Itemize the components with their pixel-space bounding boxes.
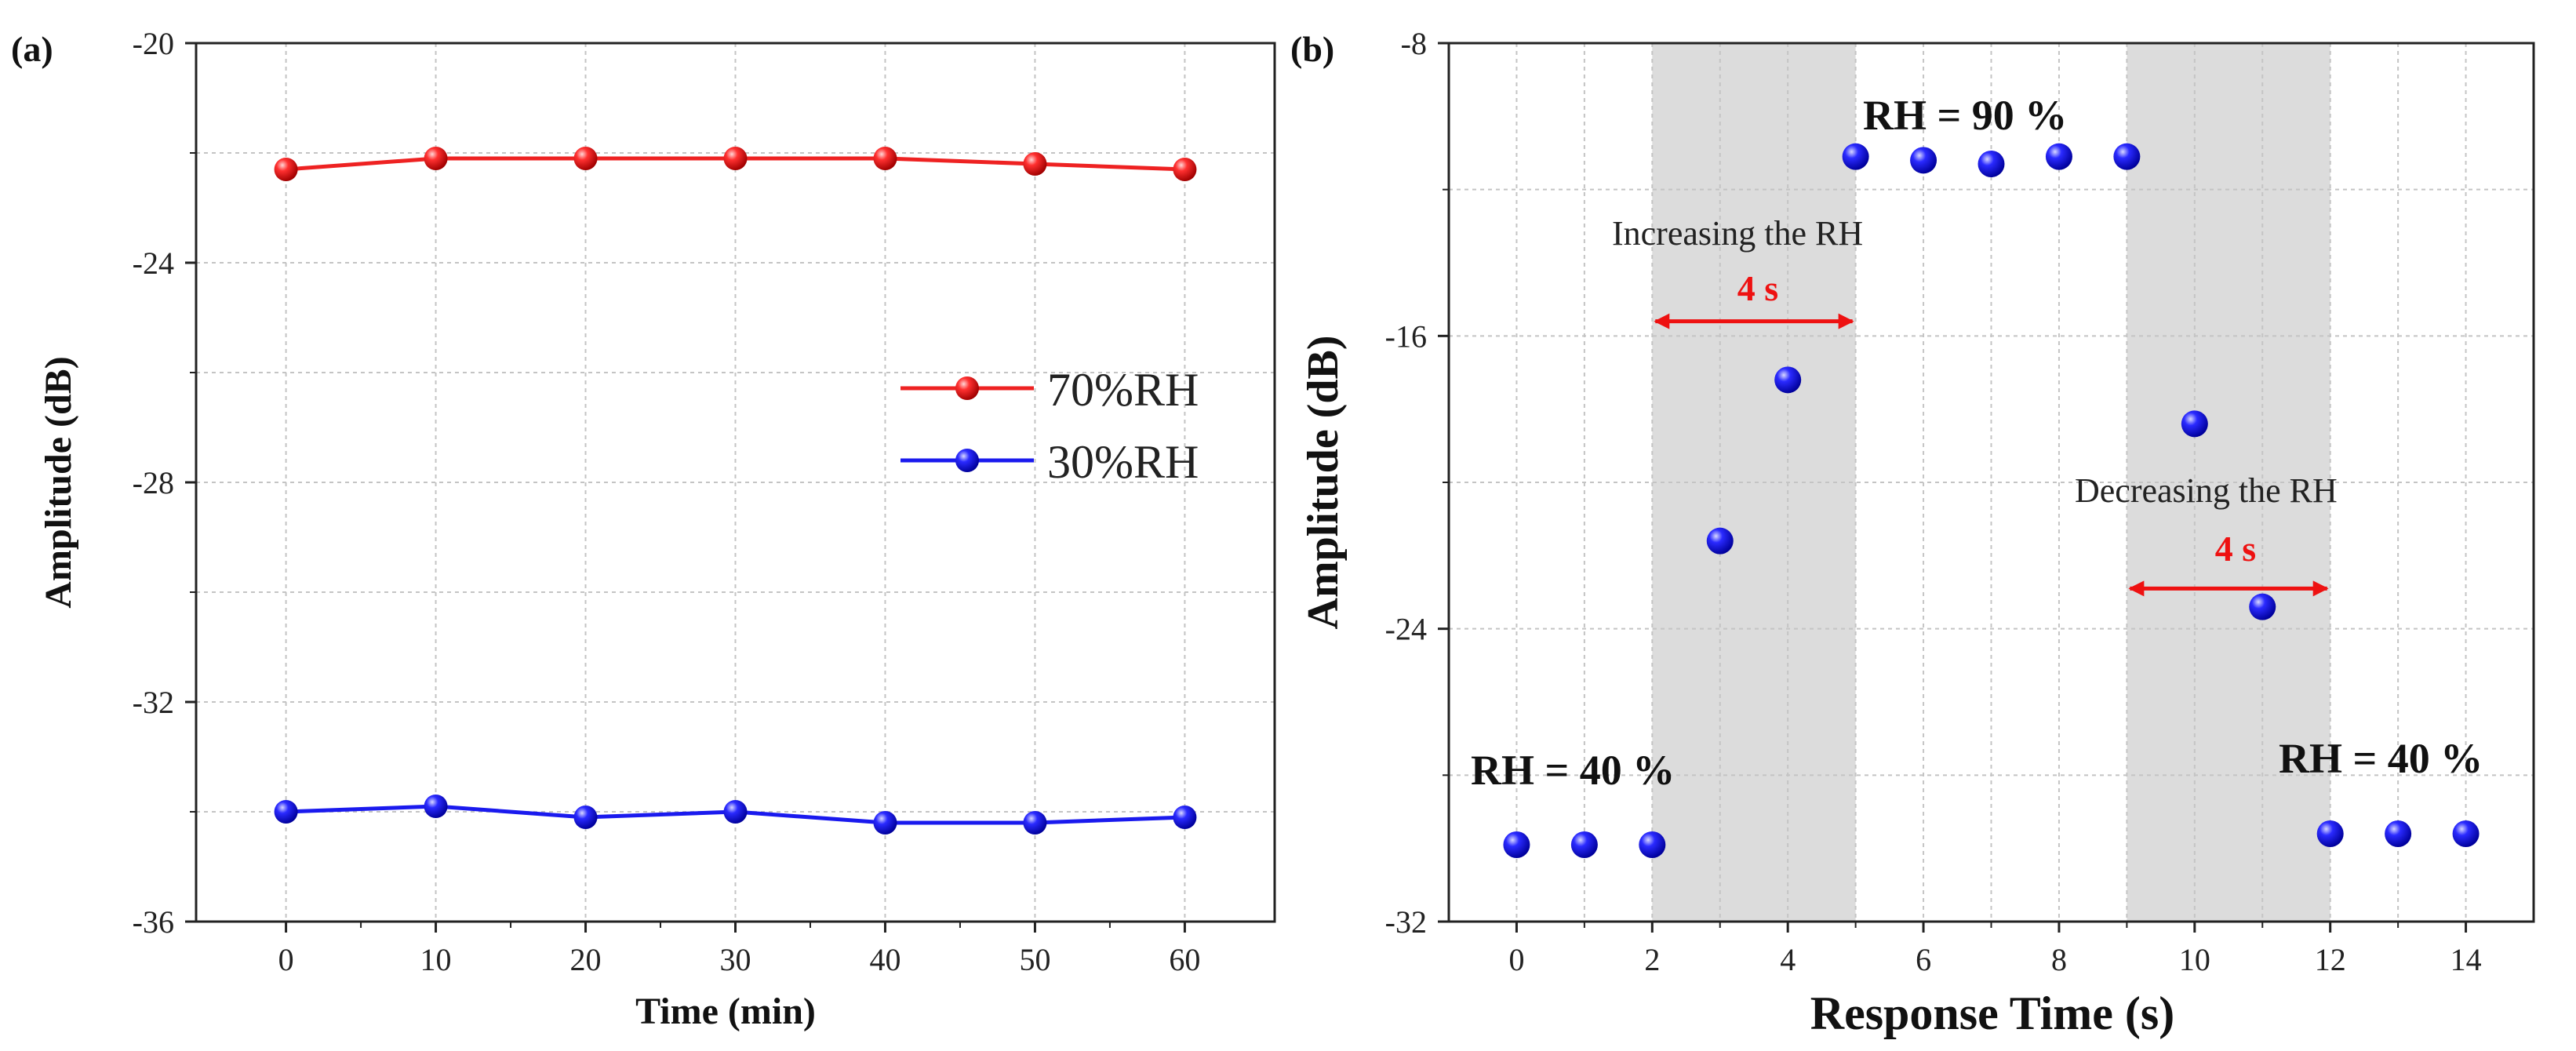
x-tick-label-a: 60 (1169, 942, 1200, 977)
data-point-70rh (573, 147, 598, 170)
data-point-30rh (723, 800, 748, 824)
y-tick-label-a: -24 (133, 245, 174, 281)
panel-label-a: (a) (11, 29, 53, 69)
data-point-30rh (424, 795, 448, 818)
y-tick-label-a: -36 (133, 904, 174, 940)
annotation-increasing-rh: Increasing the RH (1612, 214, 1863, 253)
x-tick-label-b: 8 (2051, 942, 2067, 977)
data-point-b (1842, 143, 1869, 170)
legend-a: 70%RH 30%RH (901, 364, 1199, 488)
data-point-b (2181, 410, 2208, 438)
panel-label-b: (b) (1290, 29, 1334, 69)
ticks-b: 0 2 4 6 8 10 12 14 -32 -24 -16 -8 (1385, 26, 2482, 977)
y-tick-label-a: -28 (133, 465, 174, 500)
scatter-points-b (1503, 143, 2480, 858)
data-point-b (2249, 593, 2276, 620)
grid-b (1449, 42, 2534, 922)
data-point-b (1570, 831, 1598, 858)
x-tick-label-b: 6 (1916, 942, 1931, 977)
ticks-a: 0 10 20 30 40 50 60 -36 -32 -28 -24 -20 (133, 26, 1201, 977)
x-tick-label-a: 20 (570, 942, 602, 977)
data-point-b (1503, 831, 1530, 858)
x-axis-label-a: Time (min) (635, 991, 816, 1032)
data-point-70rh (1023, 152, 1047, 176)
panel-b: 0 2 4 6 8 10 12 14 -32 -24 -16 -8 (b) Response Time… (1290, 26, 2535, 1039)
annotation-rh40-right: RH = 40 % (2279, 735, 2483, 782)
annotation-rh90: RH = 90 % (1863, 92, 2067, 139)
legend-marker-30rh (955, 449, 979, 472)
data-point-70rh (424, 147, 448, 170)
data-point-b (2452, 820, 2480, 847)
y-tick-label-a: -32 (133, 685, 174, 720)
data-point-70rh (1173, 158, 1197, 181)
legend-label-30rh: 30%RH (1047, 436, 1199, 488)
series-group-a (274, 147, 1197, 835)
y-tick-label-a: -20 (133, 26, 174, 61)
y-tick-label-b: -16 (1385, 318, 1427, 354)
x-tick-label-a: 30 (720, 942, 751, 977)
x-tick-label-b: 0 (1508, 942, 1524, 977)
data-point-b (2113, 143, 2141, 170)
data-point-b (2385, 820, 2412, 847)
x-tick-label-b: 12 (2315, 942, 2346, 977)
x-axis-label-b: Response Time (s) (1810, 987, 2174, 1039)
annotation-decreasing-rh: Decreasing the RH (2075, 471, 2338, 510)
x-tick-label-b: 14 (2450, 942, 2482, 977)
x-tick-label-b: 2 (1644, 942, 1660, 977)
data-point-70rh (274, 158, 298, 181)
data-point-30rh (1023, 811, 1047, 835)
data-point-b (1639, 831, 1666, 858)
data-point-b (1977, 151, 2005, 177)
data-point-30rh (573, 806, 598, 829)
legend-marker-70rh (955, 376, 979, 400)
y-axis-label-a: Amplitude (dB) (38, 356, 79, 608)
annotation-rh40-left: RH = 40 % (1471, 747, 1675, 794)
x-tick-label-a: 50 (1019, 942, 1050, 977)
data-point-30rh (274, 800, 298, 824)
data-point-70rh (873, 147, 897, 170)
legend-label-70rh: 70%RH (1047, 364, 1199, 416)
x-tick-label-b: 4 (1780, 942, 1796, 977)
arrows-b (1654, 313, 2329, 597)
data-point-30rh (873, 811, 897, 835)
data-point-b (1774, 366, 1802, 394)
annotation-increasing-time: 4 s (1737, 268, 1778, 308)
shaded-region-1 (1652, 43, 1856, 922)
data-point-b (2045, 143, 2072, 170)
data-point-b (2316, 820, 2344, 847)
x-tick-label-a: 40 (869, 942, 901, 977)
data-point-b (1706, 527, 1734, 555)
y-tick-label-b: -8 (1401, 26, 1427, 61)
data-point-70rh (723, 147, 748, 170)
y-axis-label-b: Amplitude (dB) (1299, 336, 1348, 630)
y-tick-label-b: -32 (1385, 904, 1427, 940)
data-point-b (1910, 147, 1937, 174)
x-tick-label-b: 10 (2179, 942, 2210, 977)
grid-a (196, 42, 1275, 922)
data-point-30rh (1173, 806, 1197, 829)
y-tick-label-b: -24 (1385, 612, 1427, 647)
x-tick-label-a: 10 (420, 942, 452, 977)
annotation-decreasing-time: 4 s (2215, 529, 2256, 569)
x-tick-label-a: 0 (278, 942, 294, 977)
panel-a: 0 10 20 30 40 50 60 -36 -32 -28 -24 -20 (a) Time (m… (11, 26, 1276, 1032)
